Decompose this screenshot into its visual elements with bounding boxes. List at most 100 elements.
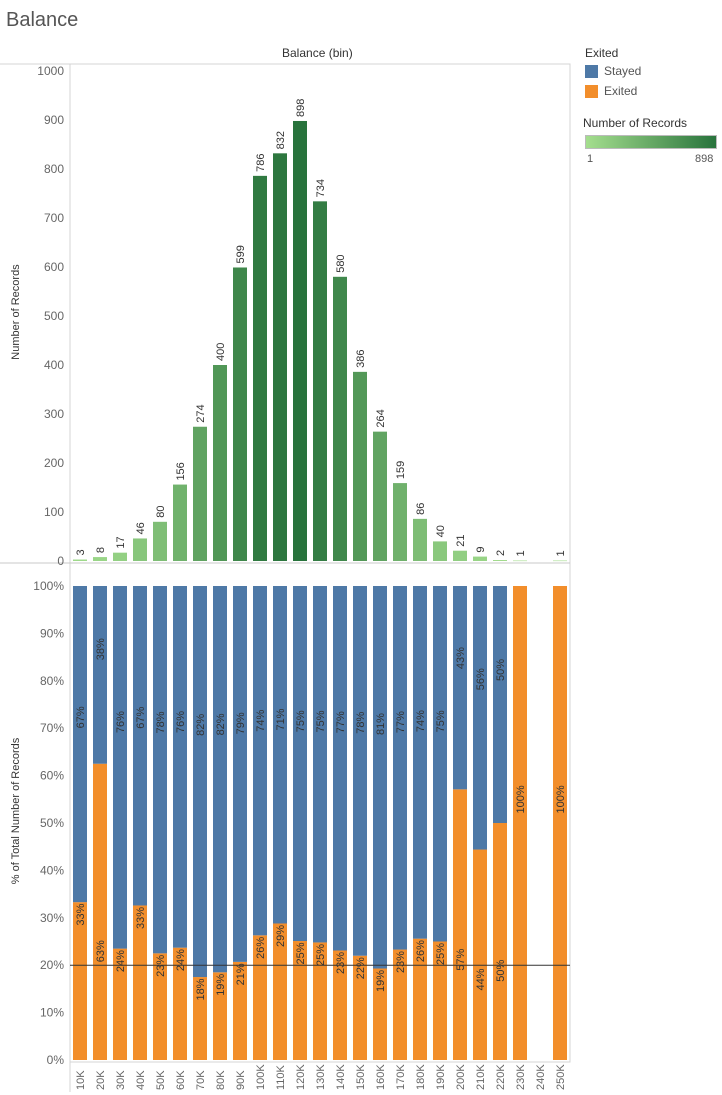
exited-pct-label: 57% — [455, 948, 467, 970]
stayed-pct-label: 74% — [255, 709, 267, 731]
stayed-bar-segment — [173, 586, 187, 948]
legend-item-exited[interactable]: Exited — [585, 83, 637, 99]
exited-bar-segment — [193, 977, 207, 1060]
x-tick-label: 250K — [555, 1064, 567, 1090]
count-bar — [113, 552, 127, 561]
stayed-bar-segment — [133, 586, 147, 906]
x-tick-label: 80K — [215, 1070, 227, 1090]
gradient-max-label: 898 — [695, 153, 714, 165]
x-tick-label: 50K — [155, 1070, 167, 1090]
x-tick-label: 40K — [135, 1070, 147, 1090]
y-tick-label-bottom: 50% — [40, 816, 64, 830]
count-bar — [233, 267, 247, 561]
stayed-pct-label: 82% — [215, 713, 227, 735]
stayed-pct-label: 78% — [355, 712, 367, 734]
exited-bar-segment — [393, 949, 407, 1060]
count-data-label: 580 — [335, 254, 347, 272]
gradient-min-label: 1 — [587, 153, 594, 165]
exited-bar-segment — [73, 902, 87, 1060]
stayed-bar-segment — [213, 586, 227, 973]
stayed-bar-segment — [233, 586, 247, 962]
y-tick-label-bottom: 60% — [40, 769, 64, 783]
exited-pct-label: 24% — [175, 949, 187, 971]
exited-pct-label: 23% — [155, 955, 167, 977]
count-bar — [313, 201, 327, 561]
x-tick-label: 130K — [315, 1064, 327, 1090]
x-tick-label: 70K — [195, 1070, 207, 1090]
exited-bar-segment — [553, 586, 567, 1060]
count-bar — [453, 550, 467, 561]
stayed-pct-label: 81% — [375, 713, 387, 735]
exited-pct-label: 29% — [275, 925, 287, 947]
exited-bar-segment — [113, 948, 127, 1060]
exited-bar-segment — [353, 955, 367, 1060]
count-data-label: 80 — [155, 506, 167, 518]
stayed-bar-segment — [253, 586, 267, 936]
count-data-label: 46 — [135, 522, 147, 534]
count-bar — [193, 426, 207, 561]
x-tick-label: 100K — [255, 1064, 267, 1090]
x-tick-label: 200K — [455, 1064, 467, 1090]
stayed-pct-label: 75% — [315, 710, 327, 732]
exited-pct-label: 63% — [95, 940, 107, 962]
exited-pct-label: 25% — [435, 943, 447, 965]
count-bar — [333, 276, 347, 561]
exited-bar-segment — [493, 823, 507, 1060]
y-tick-label-top: 0 — [57, 554, 64, 568]
legend-title-exited: Exited — [585, 46, 619, 60]
y-tick-label-top: 900 — [44, 113, 64, 127]
count-data-label: 3 — [75, 549, 87, 555]
exited-pct-label: 33% — [75, 903, 87, 925]
stayed-pct-label: 50% — [495, 659, 507, 681]
stayed-bar-segment — [73, 586, 87, 903]
exited-bar-segment — [333, 950, 347, 1060]
exited-bar-segment — [513, 586, 527, 1060]
exited-pct-label: 50% — [495, 960, 507, 982]
stayed-bar-segment — [413, 586, 427, 939]
stayed-bar-segment — [473, 586, 487, 850]
count-bar — [473, 556, 487, 561]
count-bar — [513, 560, 527, 562]
y-tick-label-bottom: 0% — [47, 1053, 65, 1067]
stayed-pct-label: 82% — [195, 714, 207, 736]
exited-pct-label: 21% — [235, 963, 247, 985]
stayed-bar-segment — [113, 586, 127, 949]
x-tick-label: 110K — [275, 1064, 287, 1090]
exited-pct-label: 33% — [135, 907, 147, 929]
stayed-pct-label: 43% — [455, 647, 467, 669]
y-tick-label-bottom: 30% — [40, 911, 64, 925]
exited-bar-segment — [233, 961, 247, 1060]
x-tick-label: 230K — [515, 1064, 527, 1090]
exited-pct-label: 19% — [375, 970, 387, 992]
page-title: Balance — [6, 9, 79, 31]
count-bar — [553, 560, 567, 562]
exited-bar-segment — [473, 849, 487, 1060]
exited-bar-segment — [453, 789, 467, 1060]
stayed-pct-label: 79% — [235, 712, 247, 734]
stayed-pct-label: 76% — [115, 711, 127, 733]
x-tick-label: 160K — [375, 1064, 387, 1090]
count-data-label: 400 — [215, 343, 227, 361]
stayed-bar-segment — [373, 586, 387, 969]
exited-pct-label: 26% — [255, 937, 267, 959]
exited-pct-label: 100% — [555, 785, 567, 813]
count-bar — [93, 557, 107, 561]
x-tick-label: 120K — [295, 1064, 307, 1090]
exited-bar-segment — [373, 968, 387, 1060]
legend-item-stayed[interactable]: Stayed — [585, 63, 641, 79]
x-tick-label: 30K — [115, 1070, 127, 1090]
count-bar — [493, 560, 507, 561]
exited-bar-segment — [253, 935, 267, 1060]
exited-bar-segment — [133, 905, 147, 1060]
exited-pct-label: 25% — [295, 942, 307, 964]
y-tick-label-bottom: 100% — [33, 579, 64, 593]
stayed-pct-label: 67% — [75, 706, 87, 728]
count-data-label: 86 — [415, 503, 427, 515]
y-axis-title-top: Number of Records — [10, 264, 22, 360]
y-tick-label-top: 700 — [44, 211, 64, 225]
y-tick-label-top: 300 — [44, 407, 64, 421]
exited-bar-segment — [153, 953, 167, 1060]
x-tick-label: 150K — [355, 1064, 367, 1090]
y-tick-label-top: 100 — [44, 505, 64, 519]
